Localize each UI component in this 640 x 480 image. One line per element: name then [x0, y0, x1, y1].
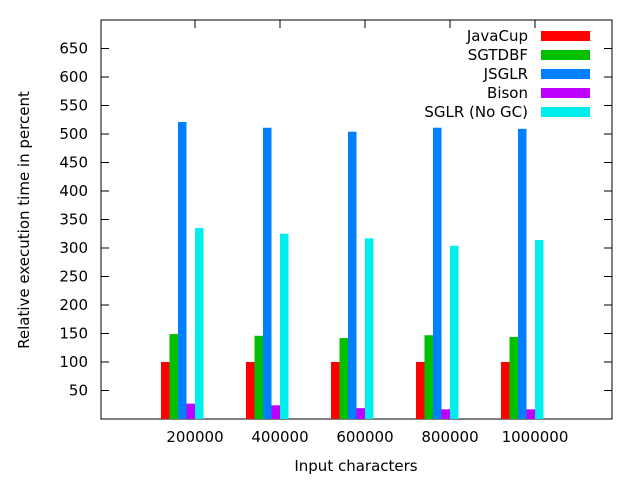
y-tick-label: 150: [59, 325, 88, 343]
bar-sglr-no-gc-600000: [365, 238, 374, 419]
bar-javacup-200000: [161, 362, 170, 419]
bar-javacup-800000: [416, 362, 425, 419]
bar-sglr-no-gc-800000: [450, 245, 459, 419]
y-tick-label: 350: [59, 211, 88, 229]
x-tick-label: 800000: [421, 428, 478, 446]
bar-jsglr-1000000: [518, 128, 527, 419]
bar-jsglr-200000: [178, 122, 187, 419]
bar-bison-1000000: [526, 409, 535, 419]
y-axis-label: Relative execution time in percent: [15, 91, 33, 349]
x-axis: 200000 400000 600000 800000 1000000: [166, 20, 568, 446]
legend-swatch: [541, 31, 590, 41]
y-tick-label: 100: [59, 353, 88, 371]
bars: [161, 122, 544, 419]
y-tick-label: 400: [59, 182, 88, 200]
bar-sgtdbf-800000: [424, 335, 433, 419]
bar-sgtdbf-400000: [254, 335, 263, 419]
bar-sglr-no-gc-1000000: [535, 240, 544, 419]
legend-label: Bison: [487, 84, 528, 102]
bar-jsglr-800000: [433, 127, 442, 419]
x-tick-label: 600000: [336, 428, 393, 446]
x-axis-label: Input characters: [294, 457, 417, 475]
bar-bison-400000: [271, 405, 280, 419]
legend-label: SGTDBF: [468, 46, 528, 64]
x-tick-label: 1000000: [502, 428, 569, 446]
y-tick-label: 250: [59, 268, 88, 286]
bar-sgtdbf-600000: [339, 338, 348, 419]
bar-javacup-400000: [246, 362, 255, 419]
y-tick-label: 500: [59, 125, 88, 143]
legend-label: JavaCup: [466, 27, 528, 45]
y-tick-label: 450: [59, 154, 88, 172]
bar-jsglr-600000: [348, 131, 357, 419]
bar-jsglr-400000: [263, 127, 272, 419]
legend-swatch: [541, 50, 590, 60]
legend-swatch: [541, 107, 590, 117]
y-axis: 50 100 150 200 250 300 350 400 450 500 550 600 650: [59, 40, 612, 400]
x-tick-label: 200000: [166, 428, 223, 446]
bar-bison-600000: [356, 408, 365, 419]
bar-javacup-600000: [331, 362, 340, 419]
y-tick-label: 300: [59, 239, 88, 257]
legend-swatch: [541, 69, 590, 79]
bar-bison-800000: [441, 409, 450, 419]
x-tick-label: 400000: [251, 428, 308, 446]
y-tick-label: 600: [59, 68, 88, 86]
y-tick-label: 550: [59, 97, 88, 115]
bar-sgtdbf-1000000: [509, 336, 518, 419]
legend-label: JSGLR: [483, 65, 528, 83]
y-tick-label: 50: [69, 382, 88, 400]
bar-sglr-no-gc-400000: [280, 233, 289, 419]
bar-javacup-1000000: [501, 362, 510, 419]
bar-sglr-no-gc-200000: [195, 228, 204, 419]
y-tick-label: 650: [59, 40, 88, 58]
legend-swatch: [541, 88, 590, 98]
legend-label: SGLR (No GC): [424, 103, 528, 121]
y-tick-label: 200: [59, 296, 88, 314]
bar-sgtdbf-200000: [169, 334, 178, 419]
bar-bison-200000: [186, 403, 195, 419]
